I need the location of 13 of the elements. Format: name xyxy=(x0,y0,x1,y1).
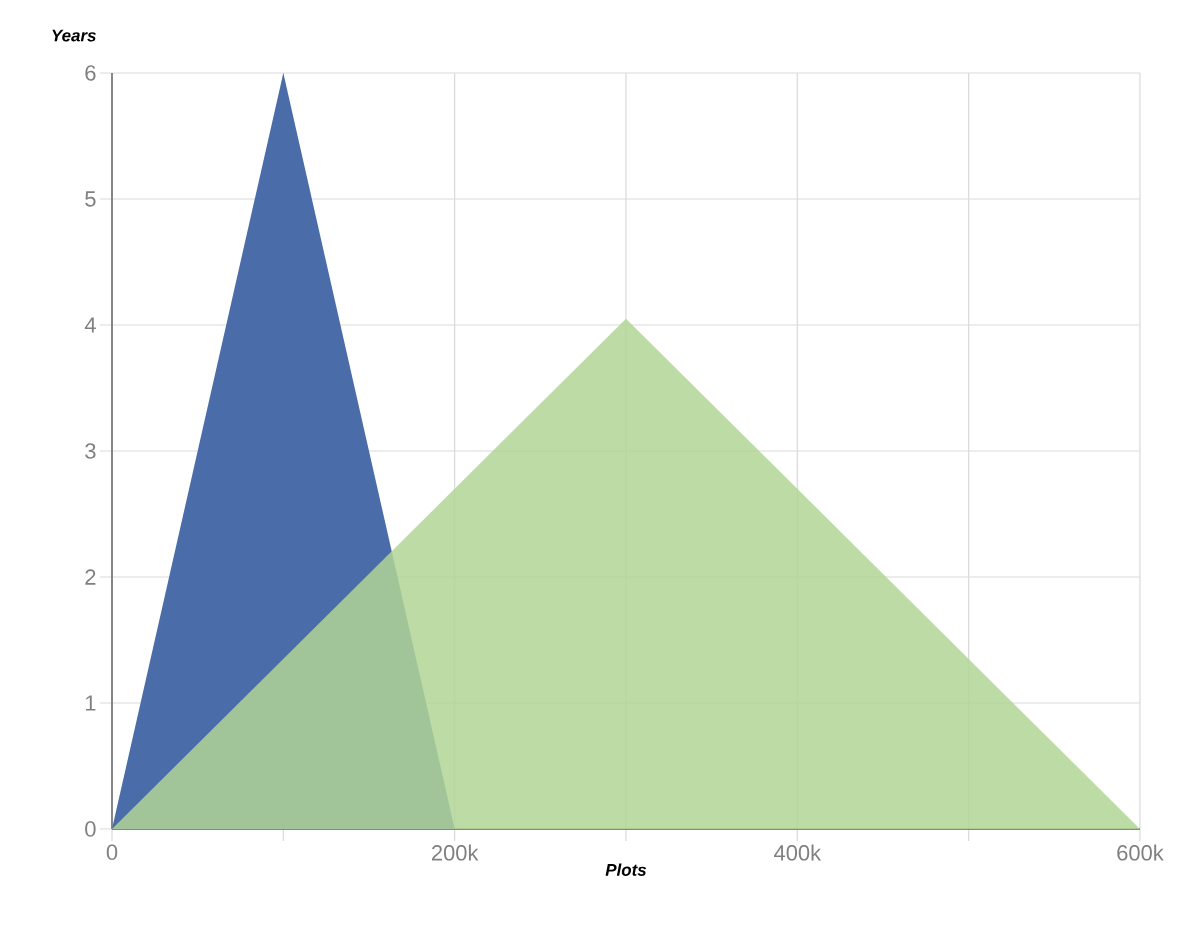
y-tick-label: 2 xyxy=(85,569,96,585)
x-tick-label: 400k xyxy=(774,844,822,861)
y-tick-label: 5 xyxy=(85,191,96,207)
x-tick-label: 600k xyxy=(1117,844,1164,861)
y-axis-title: Years xyxy=(52,29,96,42)
y-tick-label: 1 xyxy=(85,695,96,711)
x-tick-label: 200k xyxy=(432,844,479,861)
y-tick-label: 3 xyxy=(85,443,96,459)
y-tick-label: 0 xyxy=(85,821,96,837)
y-tick-label: 6 xyxy=(85,65,96,81)
x-axis-title: Plots xyxy=(605,863,647,876)
x-tick-label: 0 xyxy=(106,844,118,861)
y-tick-label: 4 xyxy=(84,317,96,333)
